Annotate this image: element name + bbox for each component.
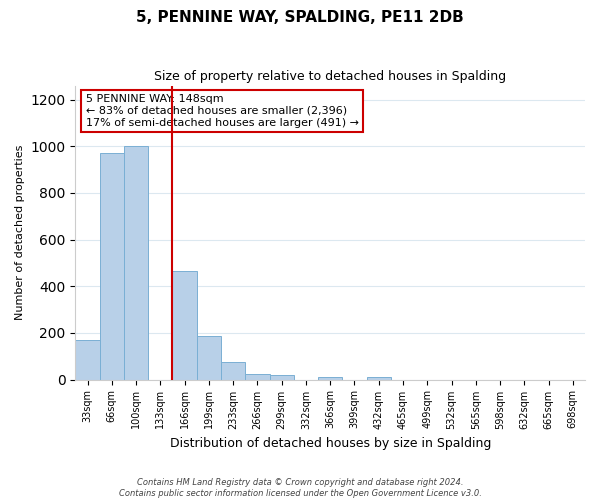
Bar <box>367 377 391 380</box>
Bar <box>245 374 269 380</box>
Bar <box>318 377 343 380</box>
X-axis label: Distribution of detached houses by size in Spalding: Distribution of detached houses by size … <box>170 437 491 450</box>
Text: Contains HM Land Registry data © Crown copyright and database right 2024.
Contai: Contains HM Land Registry data © Crown c… <box>119 478 481 498</box>
Y-axis label: Number of detached properties: Number of detached properties <box>15 145 25 320</box>
Text: 5 PENNINE WAY: 148sqm
← 83% of detached houses are smaller (2,396)
17% of semi-d: 5 PENNINE WAY: 148sqm ← 83% of detached … <box>86 94 359 128</box>
Bar <box>221 362 245 380</box>
Bar <box>197 336 221 380</box>
Bar <box>76 340 100 380</box>
Title: Size of property relative to detached houses in Spalding: Size of property relative to detached ho… <box>154 70 506 83</box>
Bar <box>100 153 124 380</box>
Bar <box>172 271 197 380</box>
Bar <box>124 146 148 380</box>
Bar <box>269 376 294 380</box>
Text: 5, PENNINE WAY, SPALDING, PE11 2DB: 5, PENNINE WAY, SPALDING, PE11 2DB <box>136 10 464 25</box>
